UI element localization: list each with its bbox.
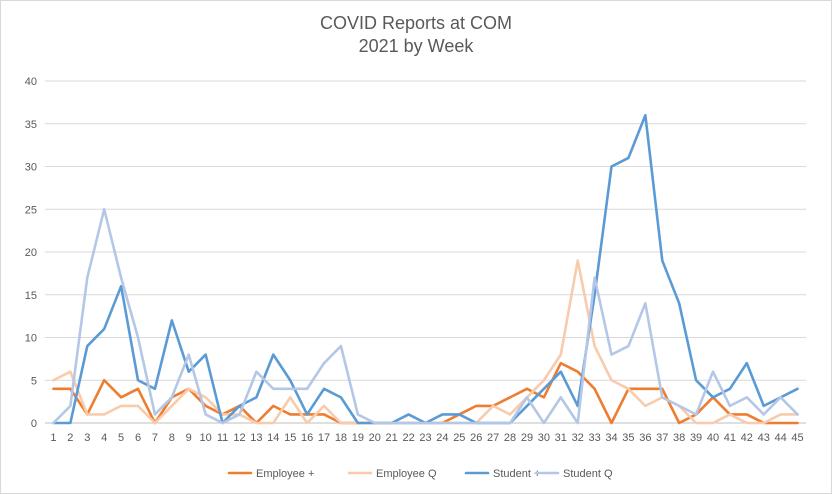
chart-title-line-1: COVID Reports at COM: [320, 13, 512, 33]
legend-item: Student Q: [534, 468, 613, 480]
x-tick-label: 1: [50, 432, 56, 444]
x-tick-label: 25: [453, 432, 465, 444]
legend-item: Employee Q: [347, 468, 437, 480]
x-axis-ticks: 1 2 3 4 5 6 7 8 9 10 11 12 13 14 15 16 17 18 19 20 21 22 23 24 2…: [50, 432, 803, 444]
legend: Employee + Employee Q Student + Student Q: [227, 468, 613, 480]
y-tick-label: 40: [25, 76, 37, 88]
x-tick-label: 34: [605, 432, 617, 444]
x-tick-label: 23: [419, 432, 431, 444]
x-tick-label: 10: [200, 432, 212, 444]
x-tick-label: 17: [318, 432, 330, 444]
x-tick-label: 22: [402, 432, 414, 444]
x-tick-label: 40: [707, 432, 719, 444]
x-tick-label: 12: [233, 432, 245, 444]
x-tick-label: 43: [758, 432, 770, 444]
y-axis-ticks: 0 5 10 15 20 25 30 35 40: [25, 76, 37, 430]
legend-label: Employee +: [256, 468, 314, 480]
y-tick-label: 20: [25, 247, 37, 259]
x-tick-label: 14: [267, 432, 279, 444]
y-tick-label: 10: [25, 333, 37, 345]
x-tick-label: 6: [135, 432, 141, 444]
x-tick-label: 21: [386, 432, 398, 444]
legend-label: Student +: [493, 468, 540, 480]
x-tick-label: 31: [555, 432, 567, 444]
x-tick-label: 9: [186, 432, 192, 444]
x-tick-label: 29: [521, 432, 533, 444]
x-tick-label: 33: [588, 432, 600, 444]
x-tick-label: 3: [84, 432, 90, 444]
legend-label: Student Q: [563, 468, 613, 480]
legend-label: Employee Q: [376, 468, 437, 480]
x-tick-label: 41: [724, 432, 736, 444]
x-tick-label: 19: [352, 432, 364, 444]
y-tick-label: 0: [31, 418, 37, 430]
x-tick-label: 8: [169, 432, 175, 444]
x-tick-label: 32: [572, 432, 584, 444]
x-tick-label: 4: [101, 432, 107, 444]
legend-item: Employee +: [227, 468, 314, 480]
x-tick-label: 45: [791, 432, 803, 444]
x-tick-label: 18: [335, 432, 347, 444]
x-tick-label: 20: [369, 432, 381, 444]
x-tick-label: 13: [250, 432, 262, 444]
y-tick-label: 25: [25, 204, 37, 216]
legend-item: Student +: [464, 468, 540, 480]
y-tick-label: 15: [25, 290, 37, 302]
series-line-student: [52, 113, 799, 425]
x-tick-label: 28: [504, 432, 516, 444]
y-tick-label: 30: [25, 162, 37, 174]
x-tick-label: 24: [436, 432, 448, 444]
x-tick-label: 5: [118, 432, 124, 444]
x-tick-label: 35: [622, 432, 634, 444]
series-line-employee-q: [52, 259, 799, 425]
x-tick-label: 44: [775, 432, 787, 444]
x-tick-label: 11: [217, 432, 228, 444]
x-tick-label: 27: [487, 432, 499, 444]
x-tick-label: 37: [656, 432, 668, 444]
x-tick-label: 15: [284, 432, 296, 444]
chart-title-line-2: 2021 by Week: [359, 36, 475, 56]
x-tick-label: 38: [673, 432, 685, 444]
x-tick-label: 36: [639, 432, 651, 444]
series-line-student-q: [52, 207, 799, 425]
y-tick-label: 35: [25, 119, 37, 131]
x-tick-label: 2: [67, 432, 73, 444]
x-tick-label: 42: [741, 432, 753, 444]
x-tick-label: 7: [152, 432, 158, 444]
y-tick-label: 5: [31, 375, 37, 387]
x-tick-label: 16: [301, 432, 313, 444]
series-lines: [52, 113, 799, 425]
x-tick-label: 39: [690, 432, 702, 444]
x-tick-label: 26: [470, 432, 482, 444]
x-tick-label: 30: [538, 432, 550, 444]
